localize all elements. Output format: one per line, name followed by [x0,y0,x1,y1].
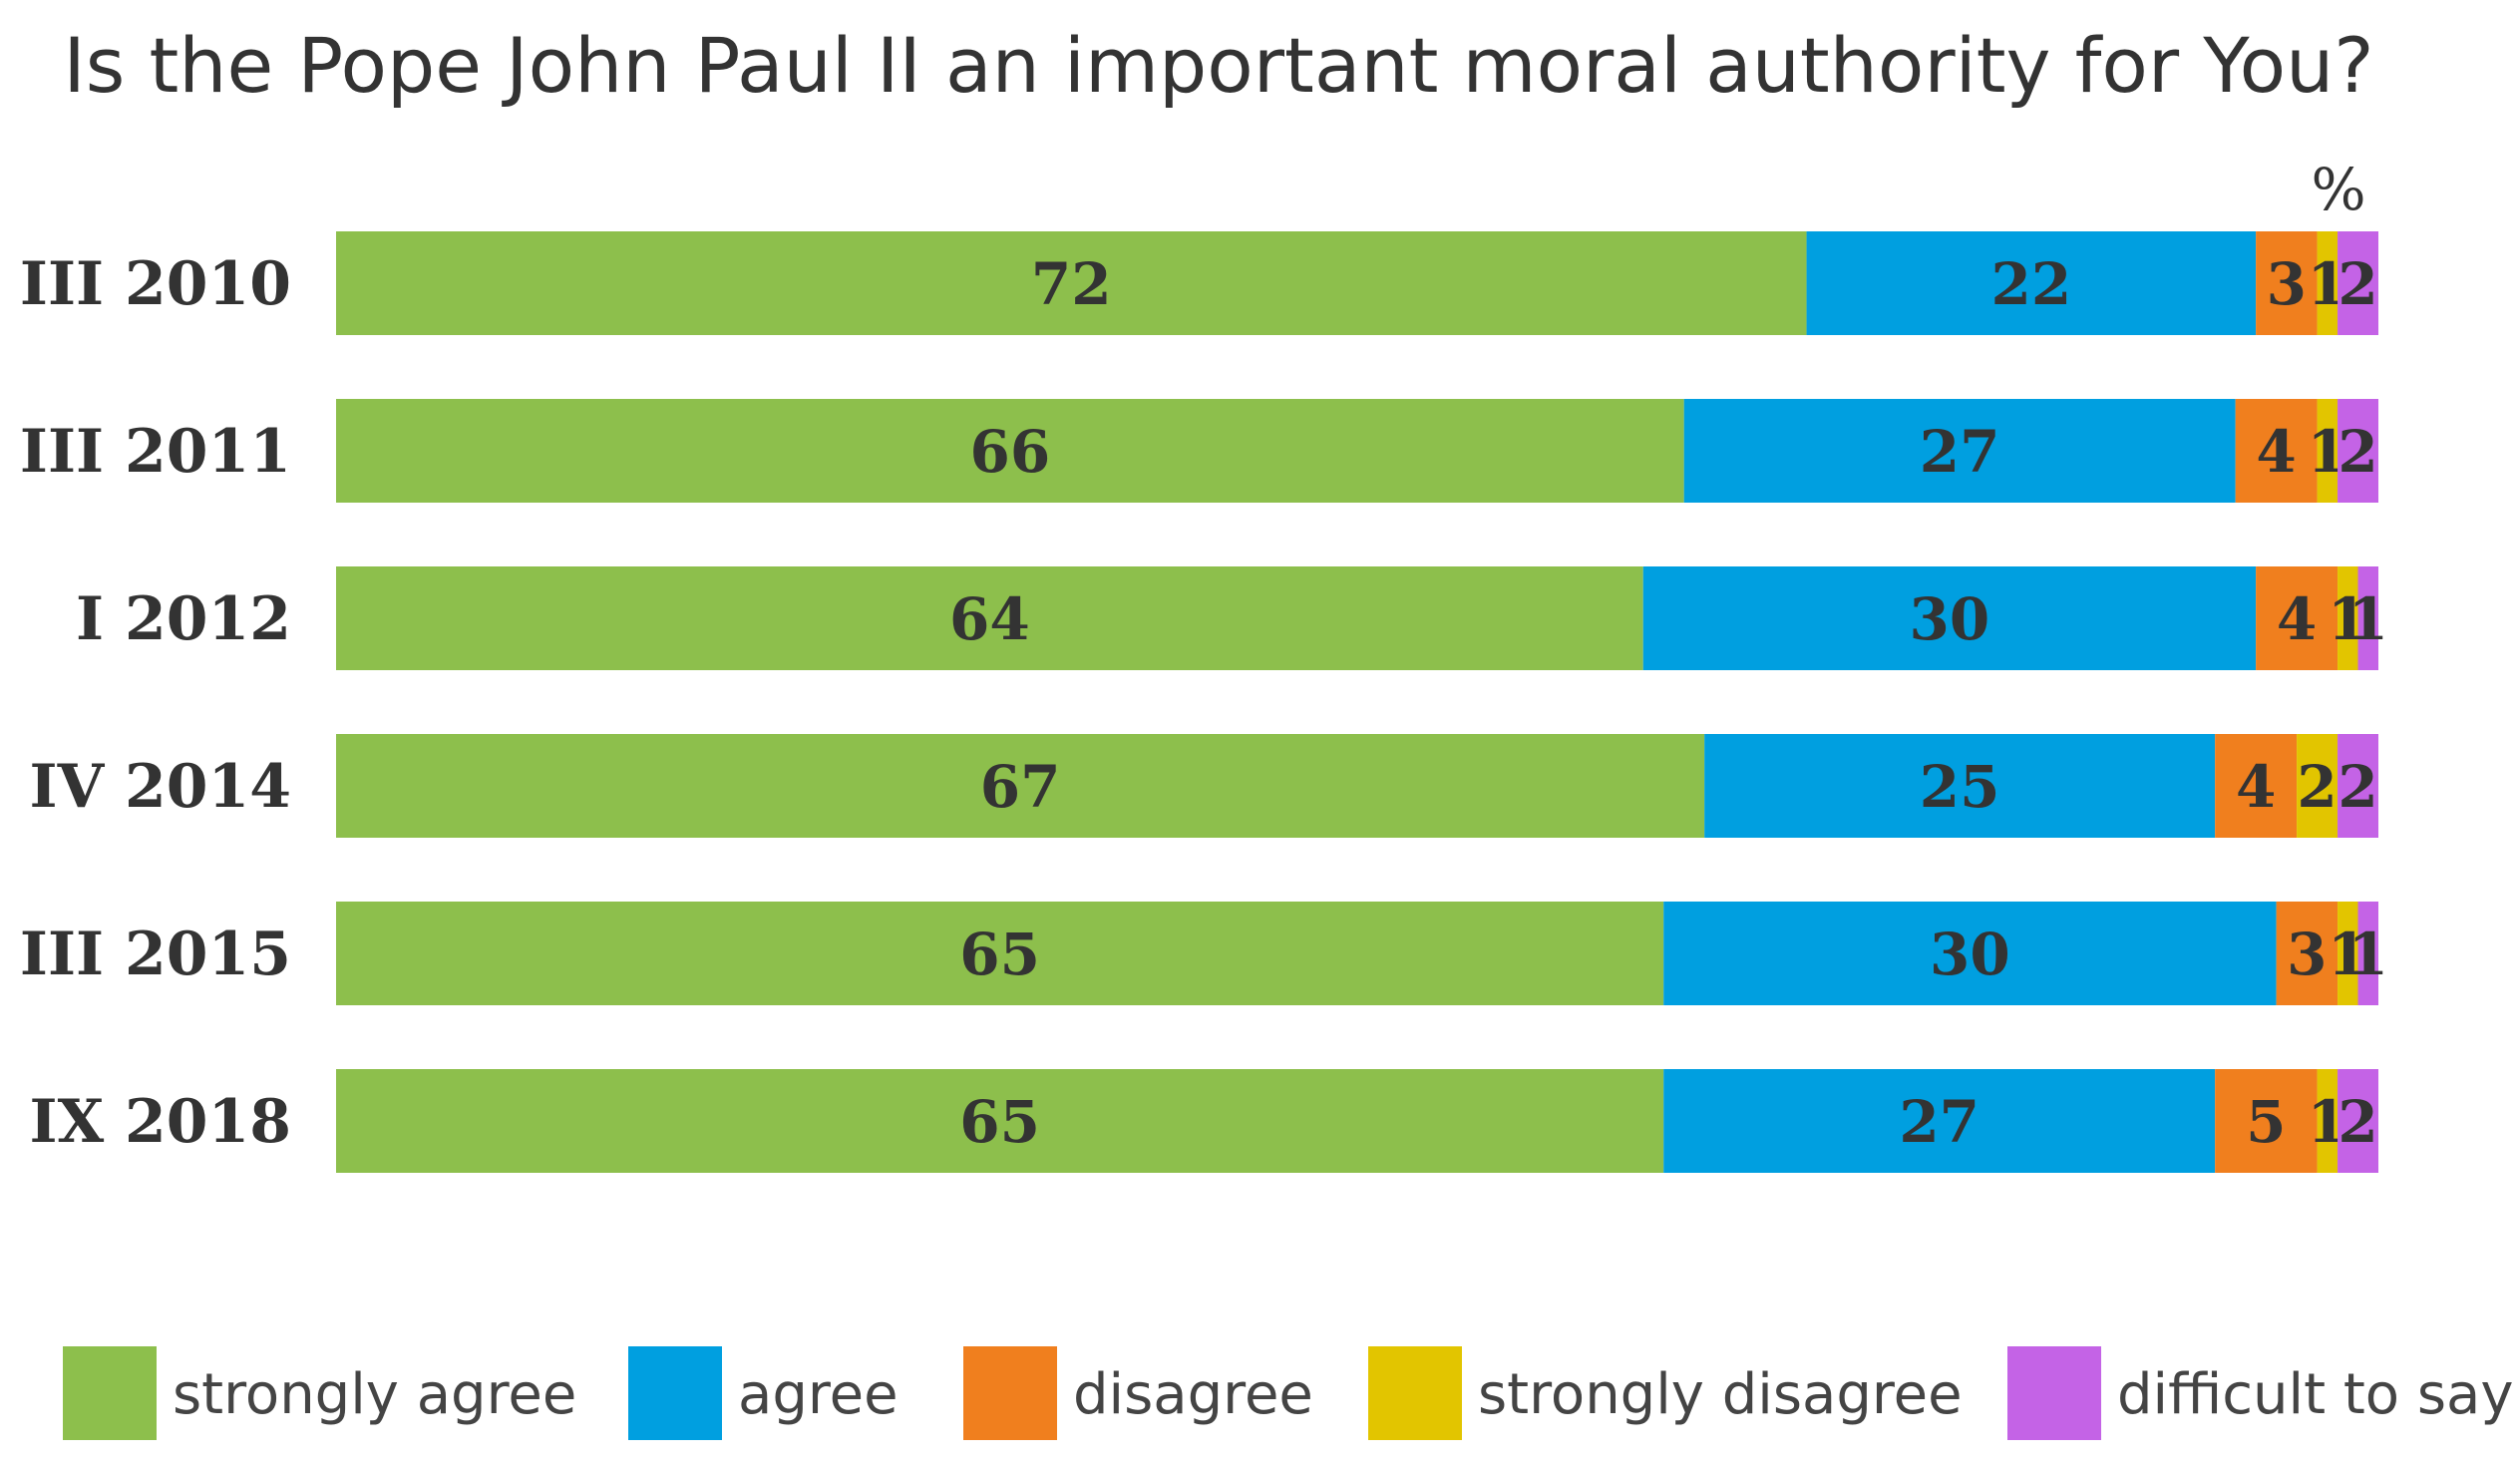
value-label-agree: 25 [1920,753,2000,821]
bar-segment-difficult-to-say [2357,566,2378,670]
bar-row-iii-2011: III 2011 66 27 4 12 [20,399,2378,503]
legend-label: difficult to say [2117,1362,2514,1427]
bar-segment-disagree [2256,231,2318,335]
bar-segment-disagree [2215,1069,2318,1173]
bar-segment-difficult-to-say [2357,902,2378,1005]
bar-segment-agree [1683,399,2236,503]
value-label-strongly-agree: 72 [1031,250,1112,318]
bar-segment-strongly-disagree [2317,231,2339,335]
legend-swatch [1368,1346,1462,1440]
bar-row-iii-2015: III 2015 65 30 3 11 [20,902,2388,1005]
bar-segment-strongly-agree [336,902,1664,1005]
bar-segment-disagree [2256,566,2339,670]
value-label-agree: 30 [1910,585,1990,653]
value-label-strongly-agree: 65 [959,1088,1040,1156]
bar-segment-strongly-agree [336,399,1684,503]
bar-segment-strongly-disagree [2317,1069,2339,1173]
bar-segment-strongly-agree [336,231,1807,335]
legend-item-strongly-agree: strongly agree [63,1346,576,1440]
bar-segment-disagree [2276,902,2339,1005]
value-label-agree: 22 [1990,250,2071,318]
legend-item-strongly-disagree: strongly disagree [1368,1346,1963,1440]
value-label-disagree: 3 [2267,250,2307,318]
value-label-difficult-to-say: 2 [2338,753,2377,821]
bar-segment-strongly-agree [336,734,1705,838]
row-label: IV 2014 [30,752,292,822]
value-label-disagree: 4 [2256,418,2296,486]
legend: strongly agree agree disagree strongly disa… [63,1346,2514,1440]
legend-item-difficult-to-say: difficult to say [2007,1346,2514,1440]
bar-segment-strongly-disagree [2338,566,2358,670]
bar-segment-agree [1642,566,2257,670]
value-label-strongly-disagree: 2 [2297,753,2337,821]
bar-segment-strongly-disagree [2338,902,2358,1005]
bar-segment-strongly-disagree [2317,399,2339,503]
value-label-strongly-agree: 66 [969,418,1050,486]
bar-row-iii-2010: III 2010 72 22 3 12 [20,231,2378,335]
bar-segment-strongly-disagree [2297,734,2339,838]
bar-segment-agree [1663,1069,2216,1173]
value-label-strongly-agree: 64 [949,585,1030,653]
value-label-difficult-to-say: 1 [2348,585,2388,653]
row-label: IX 2018 [30,1087,292,1157]
bar-segment-difficult-to-say [2338,231,2378,335]
value-label-agree: 27 [1899,1088,1980,1156]
legend-swatch [628,1346,722,1440]
bar-segment-agree [1806,231,2257,335]
value-label-difficult-to-say: 1 [2348,920,2388,988]
row-label: I 2012 [76,584,291,654]
legend-item-disagree: disagree [963,1346,1313,1440]
legend-label: strongly agree [173,1362,576,1427]
row-label: III 2010 [20,249,291,319]
value-label-agree: 30 [1930,920,2010,988]
value-label-disagree: 5 [2246,1088,2286,1156]
bar-segment-strongly-agree [336,1069,1664,1173]
bar-segment-difficult-to-say [2338,399,2378,503]
value-label-disagree: 3 [2287,920,2327,988]
value-label-difficult-to-say: 2 [2338,1088,2377,1156]
bar-segment-difficult-to-say [2338,734,2378,838]
bar-segment-agree [1663,902,2277,1005]
legend-swatch [63,1346,157,1440]
value-label-strongly-agree: 67 [980,753,1061,821]
legend-item-agree: agree [628,1346,899,1440]
bar-segment-disagree [2215,734,2298,838]
bar-row-ix-2018: IX 2018 65 27 5 12 [30,1069,2378,1173]
legend-label: disagree [1073,1362,1313,1427]
legend-swatch [963,1346,1057,1440]
legend-label: strongly disagree [1478,1362,1963,1427]
unit-label: % [2311,156,2365,223]
bar-row-iv-2014: IV 2014 67 25 4 2 2 [30,734,2378,838]
value-label-difficult-to-say: 2 [2338,250,2377,318]
value-label-agree: 27 [1920,418,2000,486]
legend-label: agree [738,1362,899,1427]
bar-segment-strongly-agree [336,566,1643,670]
bar-segment-agree [1704,734,2216,838]
value-label-difficult-to-say: 2 [2338,418,2377,486]
chart-title: Is the Pope John Paul II an important mo… [63,21,2373,110]
row-label: III 2011 [20,417,291,487]
bar-row-i-2012: I 2012 64 30 4 11 [76,566,2388,670]
value-label-disagree: 4 [2277,585,2317,653]
row-label: III 2015 [20,919,291,989]
legend-swatch [2007,1346,2101,1440]
bar-segment-difficult-to-say [2338,1069,2378,1173]
value-label-strongly-agree: 65 [959,920,1040,988]
value-label-disagree: 4 [2236,753,2276,821]
bar-segment-disagree [2235,399,2318,503]
